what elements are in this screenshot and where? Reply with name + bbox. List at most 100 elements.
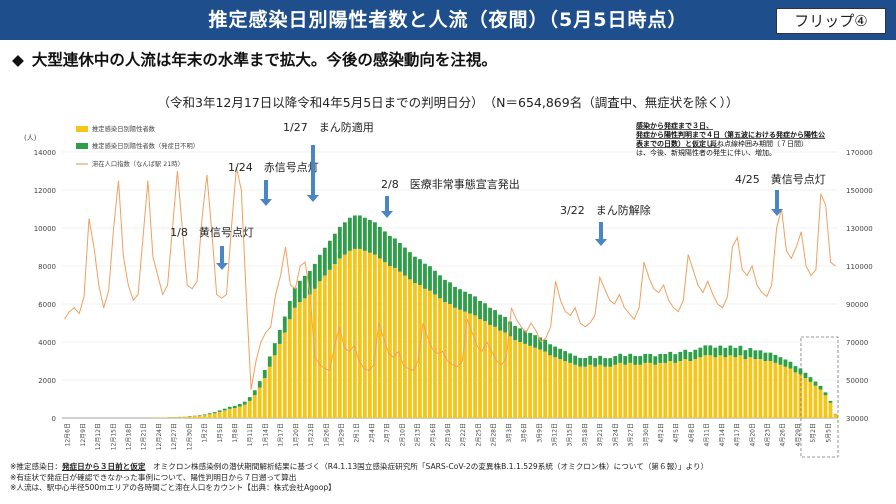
bar-positive: [633, 364, 638, 418]
bar-unknown-onset: [212, 412, 217, 414]
note-box-text: 概ね点線枠囲み期間（７日間）: [710, 139, 808, 148]
bar-positive: [302, 298, 307, 418]
x-tick-label: 3月27日: [628, 423, 635, 446]
bar-unknown-onset: [332, 233, 337, 265]
x-tick-label: 3月15日: [567, 423, 574, 446]
bar-positive: [403, 275, 407, 418]
bar-unknown-onset: [428, 266, 432, 291]
bar-positive: [668, 361, 673, 418]
bar-positive: [408, 279, 412, 418]
bar-positive: [823, 395, 828, 418]
x-tick-label: 2月1日: [354, 423, 361, 443]
bar-unknown-onset: [237, 403, 242, 407]
bar-unknown-onset: [818, 385, 823, 390]
bar-positive: [282, 332, 287, 418]
footnote-3: ※人流は、駅中心半径500mエリアの各時間ごと滞在人口をカウント【出典：株式会社…: [10, 483, 336, 492]
bar-unknown-onset: [568, 353, 573, 363]
bar-unknown-onset: [703, 345, 708, 356]
bar-positive: [568, 362, 573, 418]
bar-positive: [483, 321, 487, 418]
x-tick-label: 3月18日: [582, 423, 589, 446]
bar-unknown-onset: [543, 339, 548, 352]
bar-positive: [713, 357, 718, 418]
bar-unknown-onset: [227, 406, 232, 409]
bar-unknown-onset: [583, 357, 588, 367]
bar-unknown-onset: [648, 353, 653, 363]
bar-positive: [763, 361, 768, 418]
x-tick-label: 2月13日: [415, 423, 422, 446]
annotation-label: 1/8 黄信号点灯: [170, 225, 254, 239]
bar-unknown-onset: [558, 348, 563, 360]
y-tick-label: 10000: [34, 225, 56, 233]
bar-unknown-onset: [728, 345, 733, 356]
dashed-period-box: [800, 336, 839, 458]
bar-positive: [327, 269, 332, 418]
bar-positive: [373, 254, 377, 418]
y-tick-label: 14000: [34, 149, 56, 157]
y-tick-label: 8000: [38, 263, 56, 271]
x-tick-label: 4月2日: [658, 423, 665, 443]
bar-positive: [192, 416, 197, 418]
bar-positive: [297, 302, 302, 418]
bar-positive: [322, 275, 327, 418]
x-tick-label: 1月23日: [308, 423, 315, 446]
bar-positive: [673, 362, 678, 418]
bar-unknown-onset: [768, 352, 773, 361]
bar-positive: [508, 336, 512, 418]
x-tick-label: 12月21日: [141, 423, 148, 450]
annotation-label: 1/24 赤信号点灯: [228, 161, 319, 174]
bar-unknown-onset: [262, 369, 267, 379]
bar-positive: [718, 355, 723, 418]
bar-positive: [393, 267, 397, 418]
bar-unknown-onset: [653, 356, 658, 365]
bar-unknown-onset: [503, 316, 507, 333]
x-tick-label: 4月29日: [795, 423, 802, 446]
bar-positive: [217, 411, 222, 418]
x-tick-label: 12月30日: [186, 423, 193, 450]
bar-unknown-onset: [753, 350, 758, 360]
y-tick-label: 12000: [34, 187, 56, 195]
bar-positive: [563, 361, 568, 418]
bar-unknown-onset: [352, 215, 357, 249]
bar-unknown-onset: [598, 355, 603, 365]
bar-unknown-onset: [668, 351, 673, 361]
bar-positive: [473, 315, 477, 418]
mobility-line: [64, 167, 836, 390]
x-tick-label: 5月5日: [825, 423, 832, 443]
chart-subtitle: （令和3年12月17日以降令和4年5月5日までの判明日分） （N＝654,869…: [157, 95, 739, 110]
bar-positive: [603, 366, 608, 418]
bar-unknown-onset: [618, 353, 623, 363]
bar-positive: [202, 415, 207, 418]
bar-unknown-onset: [528, 332, 533, 346]
x-tick-label: 3月30日: [643, 423, 650, 446]
bar-unknown-onset: [312, 263, 317, 289]
bar-positive: [553, 357, 558, 418]
bar-unknown-onset: [317, 254, 322, 282]
bar-unknown-onset: [378, 226, 382, 259]
bar-positive: [538, 349, 543, 418]
bar-positive: [778, 364, 783, 418]
x-tick-label: 1月2日: [202, 423, 209, 443]
bar-unknown-onset: [277, 329, 282, 344]
bar-unknown-onset: [823, 392, 828, 396]
bar-unknown-onset: [523, 330, 527, 344]
bar-positive: [543, 351, 548, 418]
bar-positive: [342, 254, 347, 418]
y2-tick-label: 30000: [846, 415, 868, 423]
x-tick-label: 12月6日: [65, 423, 72, 446]
bar-unknown-onset: [473, 296, 477, 316]
bar-positive: [513, 340, 517, 418]
x-tick-label: 1月17日: [278, 423, 285, 446]
bar-positive: [768, 361, 773, 418]
x-tick-label: 4月20日: [749, 423, 756, 446]
bar-unknown-onset: [373, 222, 377, 255]
bar-positive: [167, 417, 172, 418]
bar-positive: [332, 264, 337, 418]
bar-unknown-onset: [347, 217, 352, 251]
y2-tick-label: 130000: [846, 225, 873, 233]
bar-positive: [593, 366, 598, 418]
bar-positive: [833, 414, 838, 418]
legend-swatch: [76, 143, 88, 149]
bar-positive: [503, 332, 507, 418]
y-tick-label: 0: [52, 415, 56, 423]
